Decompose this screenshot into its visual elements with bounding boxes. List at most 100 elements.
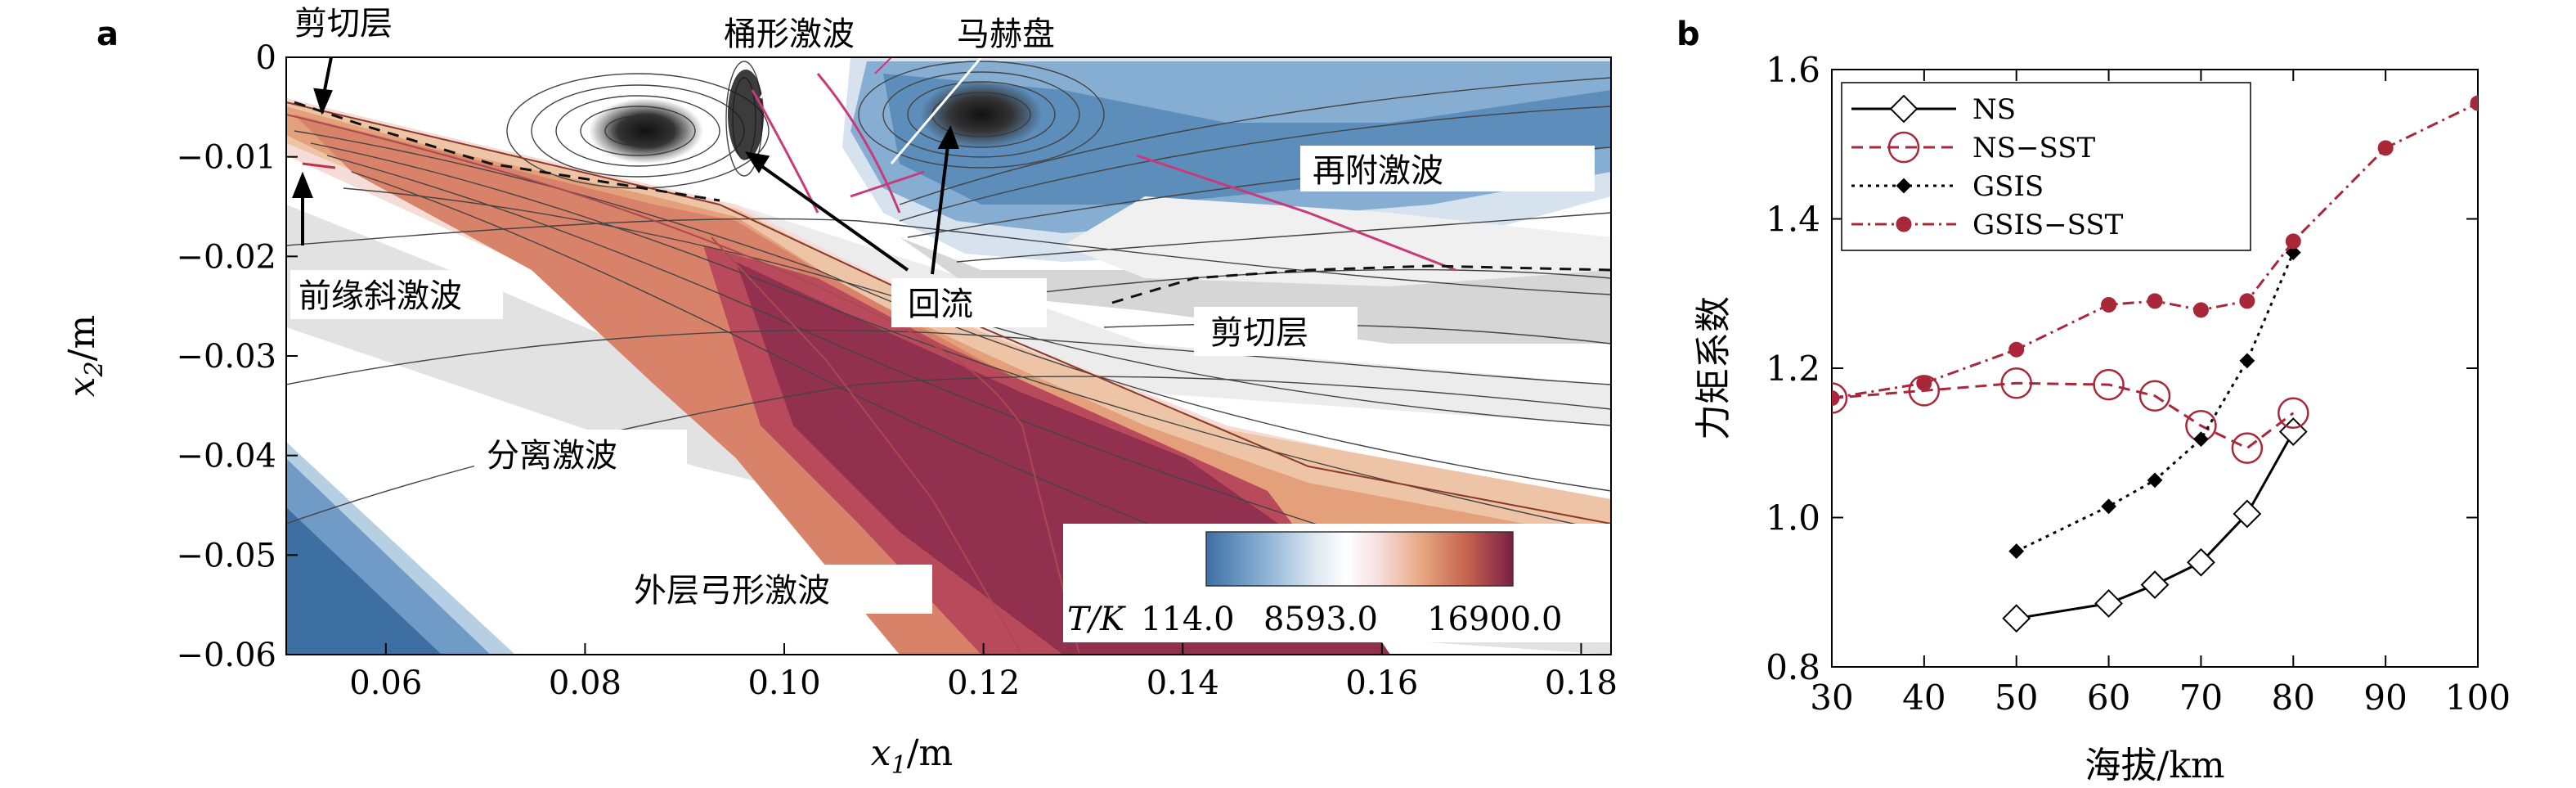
panel-b-xtick-label: 30 bbox=[1810, 678, 1853, 718]
panel-a-xtick-label: 0.08 bbox=[549, 664, 622, 702]
label-bg-shear-bottom bbox=[1194, 307, 1358, 356]
label-mach-disk: 马赫盘 bbox=[957, 16, 1055, 53]
label-shear-layer-top: 剪切层 bbox=[294, 5, 393, 43]
panel-a-ytick-label: 0 bbox=[256, 39, 276, 77]
colorbar-bar bbox=[1205, 531, 1514, 587]
data-point-series-2 bbox=[2285, 245, 2301, 260]
legend-label: GSIS−SST bbox=[1972, 209, 2124, 241]
label-shear-layer-bottom: 剪切层 bbox=[1210, 314, 1308, 352]
panel-a-xtick-label: 0.06 bbox=[349, 664, 422, 702]
data-point-series-3 bbox=[2285, 233, 2301, 250]
panel-b-xtick-label: 80 bbox=[2272, 678, 2315, 718]
data-point-series-2 bbox=[2008, 543, 2025, 559]
legend-label: GSIS bbox=[1972, 170, 2044, 203]
series-line-1 bbox=[1832, 381, 2295, 450]
data-point-series-3 bbox=[2239, 293, 2255, 309]
data-point-series-0 bbox=[2094, 589, 2123, 618]
legend-marker bbox=[1889, 94, 1919, 124]
data-point-series-0 bbox=[2278, 417, 2308, 446]
label-outer-bow-shock: 外层弓形激波 bbox=[634, 572, 830, 610]
label-recirculation: 回流 bbox=[908, 286, 973, 323]
data-point-series-0 bbox=[2140, 570, 2170, 600]
panel-a-ytick-label: −0.06 bbox=[176, 637, 276, 674]
series-line-2 bbox=[2016, 251, 2295, 552]
data-point-series-3 bbox=[2147, 293, 2163, 309]
panel-b-ytick-label: 1.4 bbox=[1766, 200, 1820, 240]
panel-a-xlabel: x1/m bbox=[871, 732, 953, 780]
data-point-series-3 bbox=[2470, 95, 2478, 111]
data-point-series-3 bbox=[1832, 390, 1840, 406]
panel-a-axes: 0.06 0.08 0.10 0.12 0.14 0.16 0.18 0 −0.01 −0.02 −… bbox=[176, 39, 1618, 702]
legend-marker bbox=[1896, 178, 1912, 194]
data-point-series-3 bbox=[2192, 302, 2209, 318]
panel-b-series bbox=[1832, 95, 2478, 633]
colorbar-tick-max: 16900.0 bbox=[1427, 601, 1562, 638]
panel-b-plot: 30 40 50 60 70 80 90 100 0.8 1.0 1.2 1.4 1.6 NS NS−SS… bbox=[1693, 50, 2511, 786]
data-point-series-1 bbox=[1832, 382, 1848, 414]
label-separation-shock: 分离激波 bbox=[487, 437, 617, 475]
data-point-series-3 bbox=[2101, 296, 2117, 313]
panel-a-letter: a bbox=[96, 16, 119, 53]
series-line-0 bbox=[2016, 430, 2295, 620]
panel-a-xtick-label: 0.16 bbox=[1345, 664, 1418, 702]
panel-a-xtick-label: 0.18 bbox=[1545, 664, 1618, 702]
label-bg-reattach bbox=[1300, 146, 1595, 191]
panel-b-xtick-label: 100 bbox=[2445, 678, 2511, 718]
panel-a-ytick-label: −0.04 bbox=[176, 438, 276, 475]
colorbar-tick-min: 114.0 bbox=[1141, 601, 1235, 638]
data-point-series-1 bbox=[2231, 432, 2264, 464]
panel-b-xlabel: 海拔/km bbox=[2085, 745, 2224, 786]
panel-b-xtick-label: 90 bbox=[2363, 678, 2407, 718]
panel-a-ytick-label: −0.01 bbox=[176, 139, 276, 177]
annotation-arrows-white bbox=[759, 56, 983, 164]
data-point-series-2 bbox=[2193, 431, 2209, 448]
vortex-cores bbox=[589, 70, 1043, 164]
label-bg-bow bbox=[622, 565, 932, 614]
label-bg-recirc bbox=[891, 278, 1047, 327]
panel-a-ytick-label: −0.02 bbox=[176, 238, 276, 276]
legend-marker bbox=[1896, 216, 1912, 232]
data-point-series-3 bbox=[1916, 375, 1932, 391]
panel-b-letter: b bbox=[1676, 16, 1700, 53]
panel-b-xtick-label: 60 bbox=[2087, 678, 2130, 718]
panel-a-ytick-label: −0.03 bbox=[176, 338, 276, 376]
panel-a-ytick-label: −0.05 bbox=[176, 537, 276, 574]
legend-label: NS−SST bbox=[1972, 132, 2096, 164]
data-point-series-1 bbox=[2278, 397, 2309, 429]
panel-b-ytick-label: 0.8 bbox=[1766, 647, 1820, 687]
panel-b-ylabel: 力矩系数 bbox=[1693, 296, 1735, 440]
data-point-series-0 bbox=[2233, 499, 2262, 529]
legend-label: NS bbox=[1972, 93, 2016, 126]
data-point-series-0 bbox=[2002, 604, 2031, 633]
label-barrel-shock: 桶形激波 bbox=[724, 16, 855, 53]
legend-marker bbox=[1887, 131, 1920, 164]
data-point-series-2 bbox=[2147, 472, 2163, 489]
panel-a-xtick-label: 0.14 bbox=[1147, 664, 1219, 702]
data-point-series-3 bbox=[2377, 140, 2394, 156]
label-leading-oblique: 前缘斜激波 bbox=[298, 277, 462, 315]
data-point-series-2 bbox=[2239, 353, 2255, 369]
data-point-series-1 bbox=[2093, 368, 2125, 401]
data-point-series-2 bbox=[2101, 498, 2116, 515]
panel-a-ylabel: x2/m bbox=[61, 315, 109, 397]
panel-a-xtick-label: 0.10 bbox=[747, 664, 820, 702]
legend: NS NS−SST GSIS GSIS−SST bbox=[1841, 82, 2251, 251]
colorbar-label: T/K bbox=[1067, 601, 1126, 638]
label-bg-separation bbox=[474, 430, 687, 479]
panel-b-xtick-label: 40 bbox=[1902, 678, 1945, 718]
data-point-series-3 bbox=[2008, 341, 2025, 358]
panel-a-plot: 剪切层 桶形激波 马赫盘 再附激波 前缘斜激波 回流 剪切层 分离激波 外层弓形… bbox=[61, 5, 1618, 780]
colorbar: T/K 114.0 8593.0 16900.0 bbox=[1063, 524, 1611, 642]
data-point-series-1 bbox=[2000, 367, 2032, 399]
panel-b-ytick-label: 1.0 bbox=[1766, 498, 1820, 538]
panel-b-ytick-label: 1.2 bbox=[1766, 349, 1820, 389]
label-reattach-shock: 再附激波 bbox=[1313, 152, 1443, 190]
data-point-series-0 bbox=[2187, 547, 2215, 577]
colorbar-tick-mid: 8593.0 bbox=[1263, 601, 1378, 638]
label-bg-leading bbox=[290, 270, 503, 319]
panel-b-xtick-label: 50 bbox=[1995, 678, 2038, 718]
panel-b-axes: 30 40 50 60 70 80 90 100 0.8 1.0 1.2 1.4 1.6 bbox=[1766, 50, 2511, 718]
panel-b-ytick-label: 1.6 bbox=[1766, 50, 1820, 90]
data-point-series-1 bbox=[2138, 380, 2171, 412]
